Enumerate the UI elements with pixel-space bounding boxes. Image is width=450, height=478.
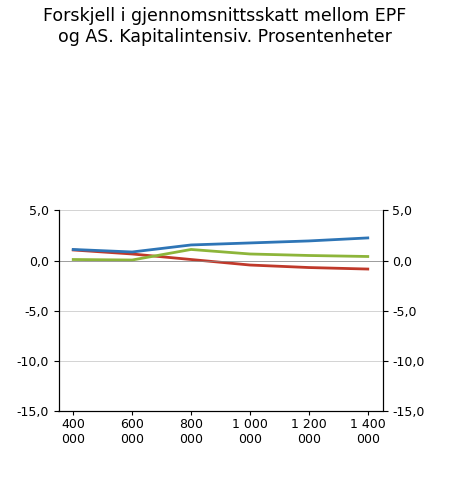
Text: Forskjell i gjennomsnittsskatt mellom EPF
og AS. Kapitalintensiv. Prosentenheter: Forskjell i gjennomsnittsskatt mellom EP… [43,7,407,46]
